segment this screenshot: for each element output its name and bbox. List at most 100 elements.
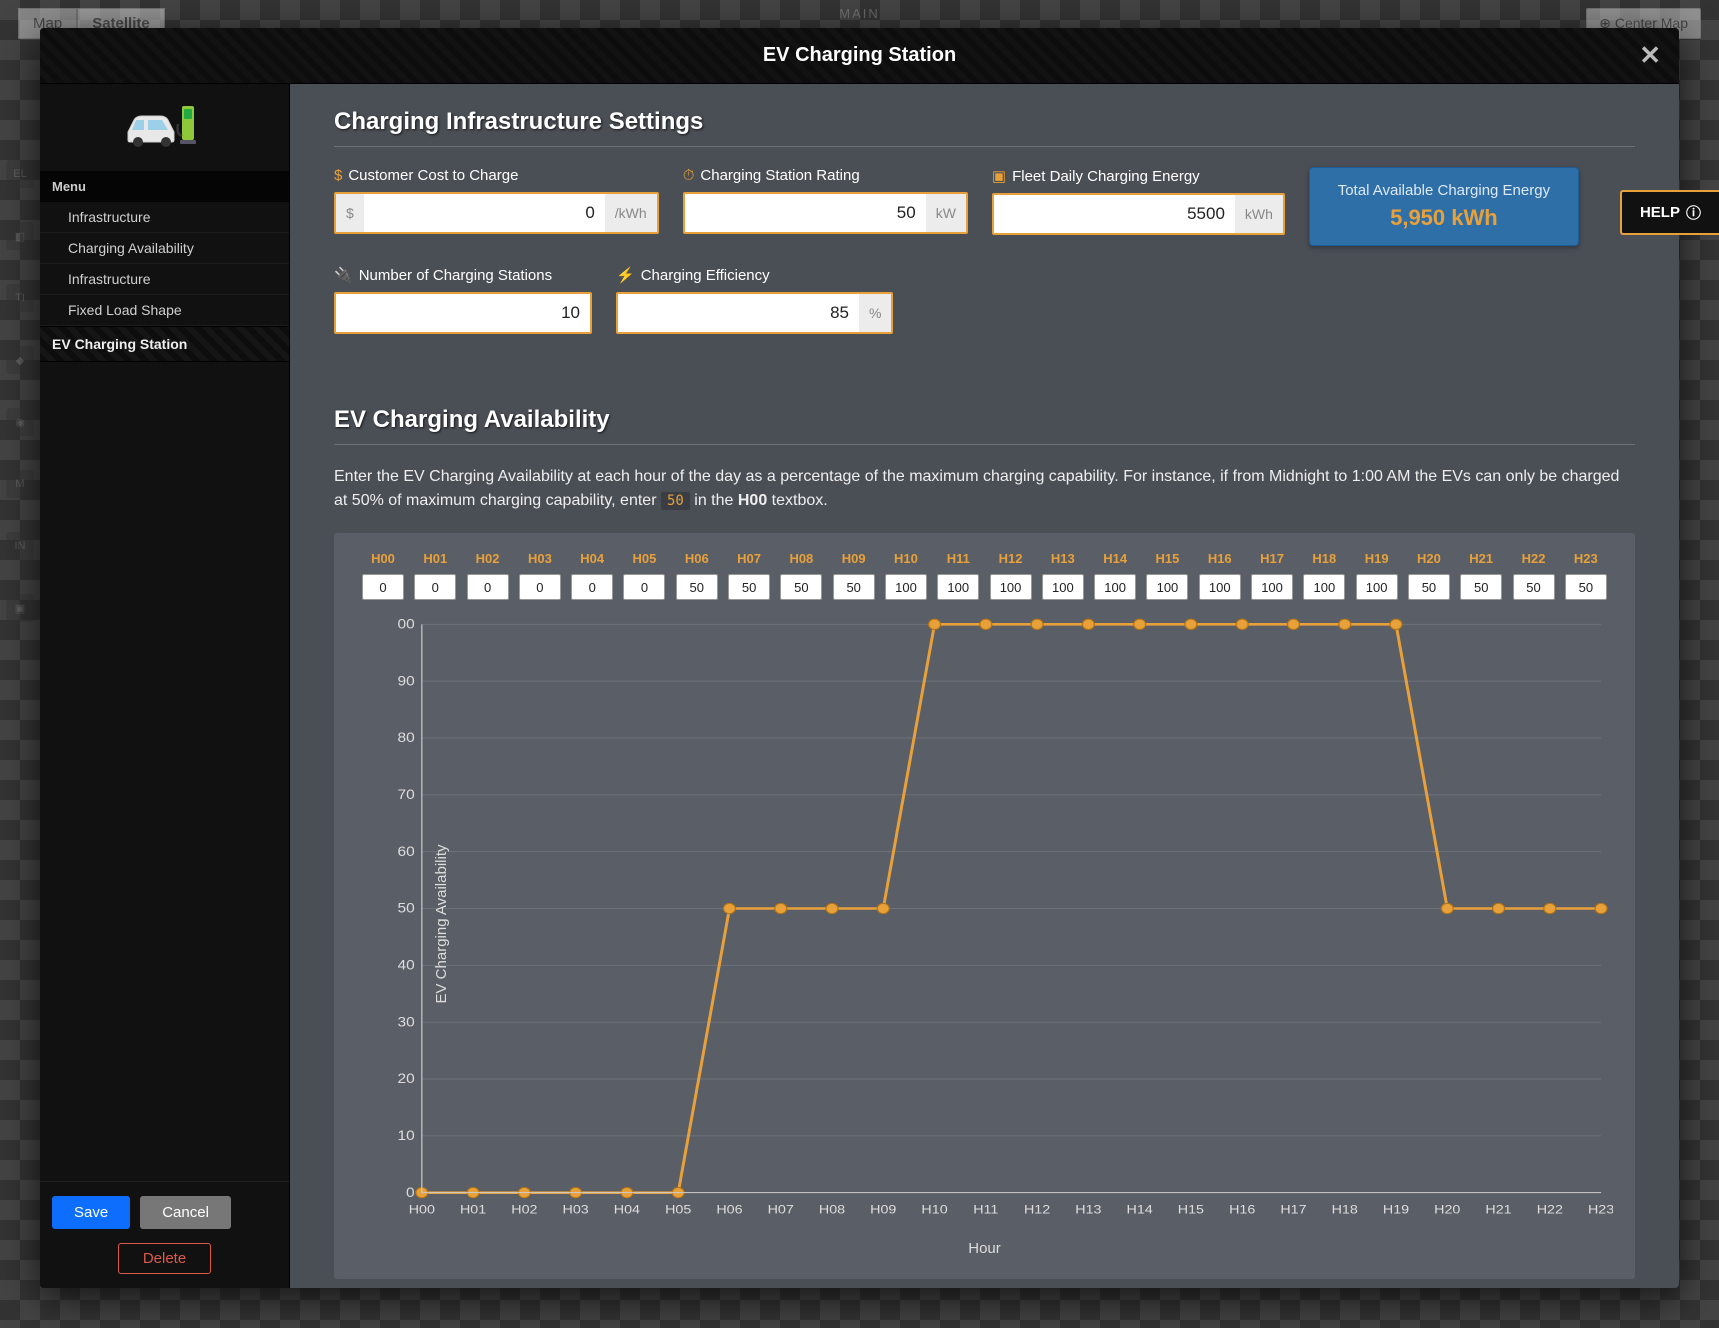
hour-header: H03 [519,551,561,566]
hour-input-h05[interactable] [623,574,665,600]
sidebar-item-charging-availability[interactable]: Charging Availability [40,233,289,264]
help-icon: ⓘ [1686,202,1701,223]
hour-input-h10[interactable] [885,574,927,600]
hour-header: H00 [362,551,404,566]
bolt-icon: ⚡ [616,266,635,284]
svg-text:H18: H18 [1332,1202,1358,1216]
hour-header: H02 [467,551,509,566]
cost-input[interactable] [364,194,605,232]
hour-input-h23[interactable] [1565,574,1607,600]
fleet-input[interactable] [994,195,1235,233]
svg-text:50: 50 [398,902,415,917]
help-button[interactable]: HELP ⓘ [1620,190,1719,235]
svg-text:100: 100 [398,617,415,632]
cancel-button[interactable]: Cancel [140,1196,231,1229]
rail-icon[interactable]: ▣ [6,594,34,622]
hour-header: H04 [571,551,613,566]
stations-input[interactable] [336,294,590,332]
svg-text:10: 10 [398,1129,415,1144]
hour-input-h08[interactable] [780,574,822,600]
hour-header: H22 [1513,551,1555,566]
hour-header: H01 [414,551,456,566]
svg-text:H06: H06 [716,1202,742,1216]
hour-input-h06[interactable] [676,574,718,600]
svg-text:H11: H11 [973,1202,998,1216]
svg-text:H09: H09 [870,1202,896,1216]
hour-input-h22[interactable] [1513,574,1555,600]
rating-input[interactable] [685,194,926,232]
menu-header: Menu [40,171,289,202]
rail-icon[interactable]: ◧ [6,222,34,250]
rail-icon[interactable]: TI [6,284,34,312]
hour-input-h15[interactable] [1146,574,1188,600]
hour-header: H07 [728,551,770,566]
hour-input-h07[interactable] [728,574,770,600]
svg-text:H17: H17 [1280,1202,1306,1216]
save-button[interactable]: Save [52,1196,130,1229]
hour-input-h03[interactable] [519,574,561,600]
field-rating: ⏱Charging Station Rating kW [683,167,968,234]
ev-logo [40,84,289,171]
hour-input-h17[interactable] [1251,574,1293,600]
hour-header: H14 [1094,551,1136,566]
hour-input-h16[interactable] [1199,574,1241,600]
hour-header: H10 [885,551,927,566]
rail-icon[interactable]: EL [6,160,34,188]
hour-input-h21[interactable] [1460,574,1502,600]
hour-input-h13[interactable] [1042,574,1084,600]
settings-title: Charging Infrastructure Settings [334,102,1635,147]
close-icon[interactable]: ✕ [1639,42,1661,68]
rail-icon[interactable]: ◉ [6,408,34,436]
hour-input-h01[interactable] [414,574,456,600]
main-label: MAIN [839,6,880,21]
hour-input-h11[interactable] [937,574,979,600]
hour-input-h19[interactable] [1356,574,1398,600]
svg-text:H23: H23 [1588,1202,1613,1216]
hour-input-h04[interactable] [571,574,613,600]
hour-input-h18[interactable] [1303,574,1345,600]
hour-inputs [356,574,1613,600]
hour-input-h14[interactable] [1094,574,1136,600]
hour-input-h20[interactable] [1408,574,1450,600]
delete-button[interactable]: Delete [118,1243,211,1274]
menu-items: Infrastructure Charging Availability Inf… [40,202,289,326]
hour-input-h12[interactable] [990,574,1032,600]
sidebar-item-ev-charging-station[interactable]: EV Charging Station [40,326,289,362]
y-axis-label: EV Charging Availability [433,845,450,1004]
svg-text:H10: H10 [921,1202,947,1216]
chart-area: EV Charging Availability 010203040506070… [398,614,1613,1234]
sidebar-actions: Save Cancel Delete [40,1181,289,1288]
hour-input-h02[interactable] [467,574,509,600]
hour-header: H21 [1460,551,1502,566]
availability-title: EV Charging Availability [334,400,1635,445]
svg-text:H16: H16 [1229,1202,1255,1216]
cost-suffix: /kWh [605,194,657,232]
availability-description: Enter the EV Charging Availability at ea… [334,465,1635,513]
rail-icon[interactable]: M [6,470,34,498]
battery-icon: ▣ [992,167,1006,185]
modal-title: EV Charging Station [763,44,956,66]
svg-text:70: 70 [398,788,415,803]
modal-header: EV Charging Station ✕ [40,28,1679,84]
field-cost: $Customer Cost to Charge $ /kWh [334,167,659,234]
sidebar-item-fixed-load-shape[interactable]: Fixed Load Shape [40,295,289,326]
total-value: 5,950 kWh [1320,205,1568,231]
hour-header: H20 [1408,551,1450,566]
hour-input-h09[interactable] [833,574,875,600]
dollar-icon: $ [334,167,342,184]
sidebar-item-infrastructure-2[interactable]: Infrastructure [40,264,289,295]
rail-icon[interactable]: IN [6,532,34,560]
total-label: Total Available Charging Energy [1320,182,1568,199]
content-area: Charging Infrastructure Settings $Custom… [290,84,1679,1288]
svg-text:H05: H05 [665,1202,691,1216]
fleet-suffix: kWh [1235,195,1283,233]
hour-header: H12 [990,551,1032,566]
hour-header: H19 [1356,551,1398,566]
rail-icon[interactable]: ◆ [6,346,34,374]
svg-text:H14: H14 [1127,1202,1154,1216]
svg-text:H19: H19 [1383,1202,1409,1216]
efficiency-input[interactable] [618,294,859,332]
field-efficiency: ⚡Charging Efficiency % [616,266,893,334]
sidebar-item-infrastructure[interactable]: Infrastructure [40,202,289,233]
hour-input-h00[interactable] [362,574,404,600]
